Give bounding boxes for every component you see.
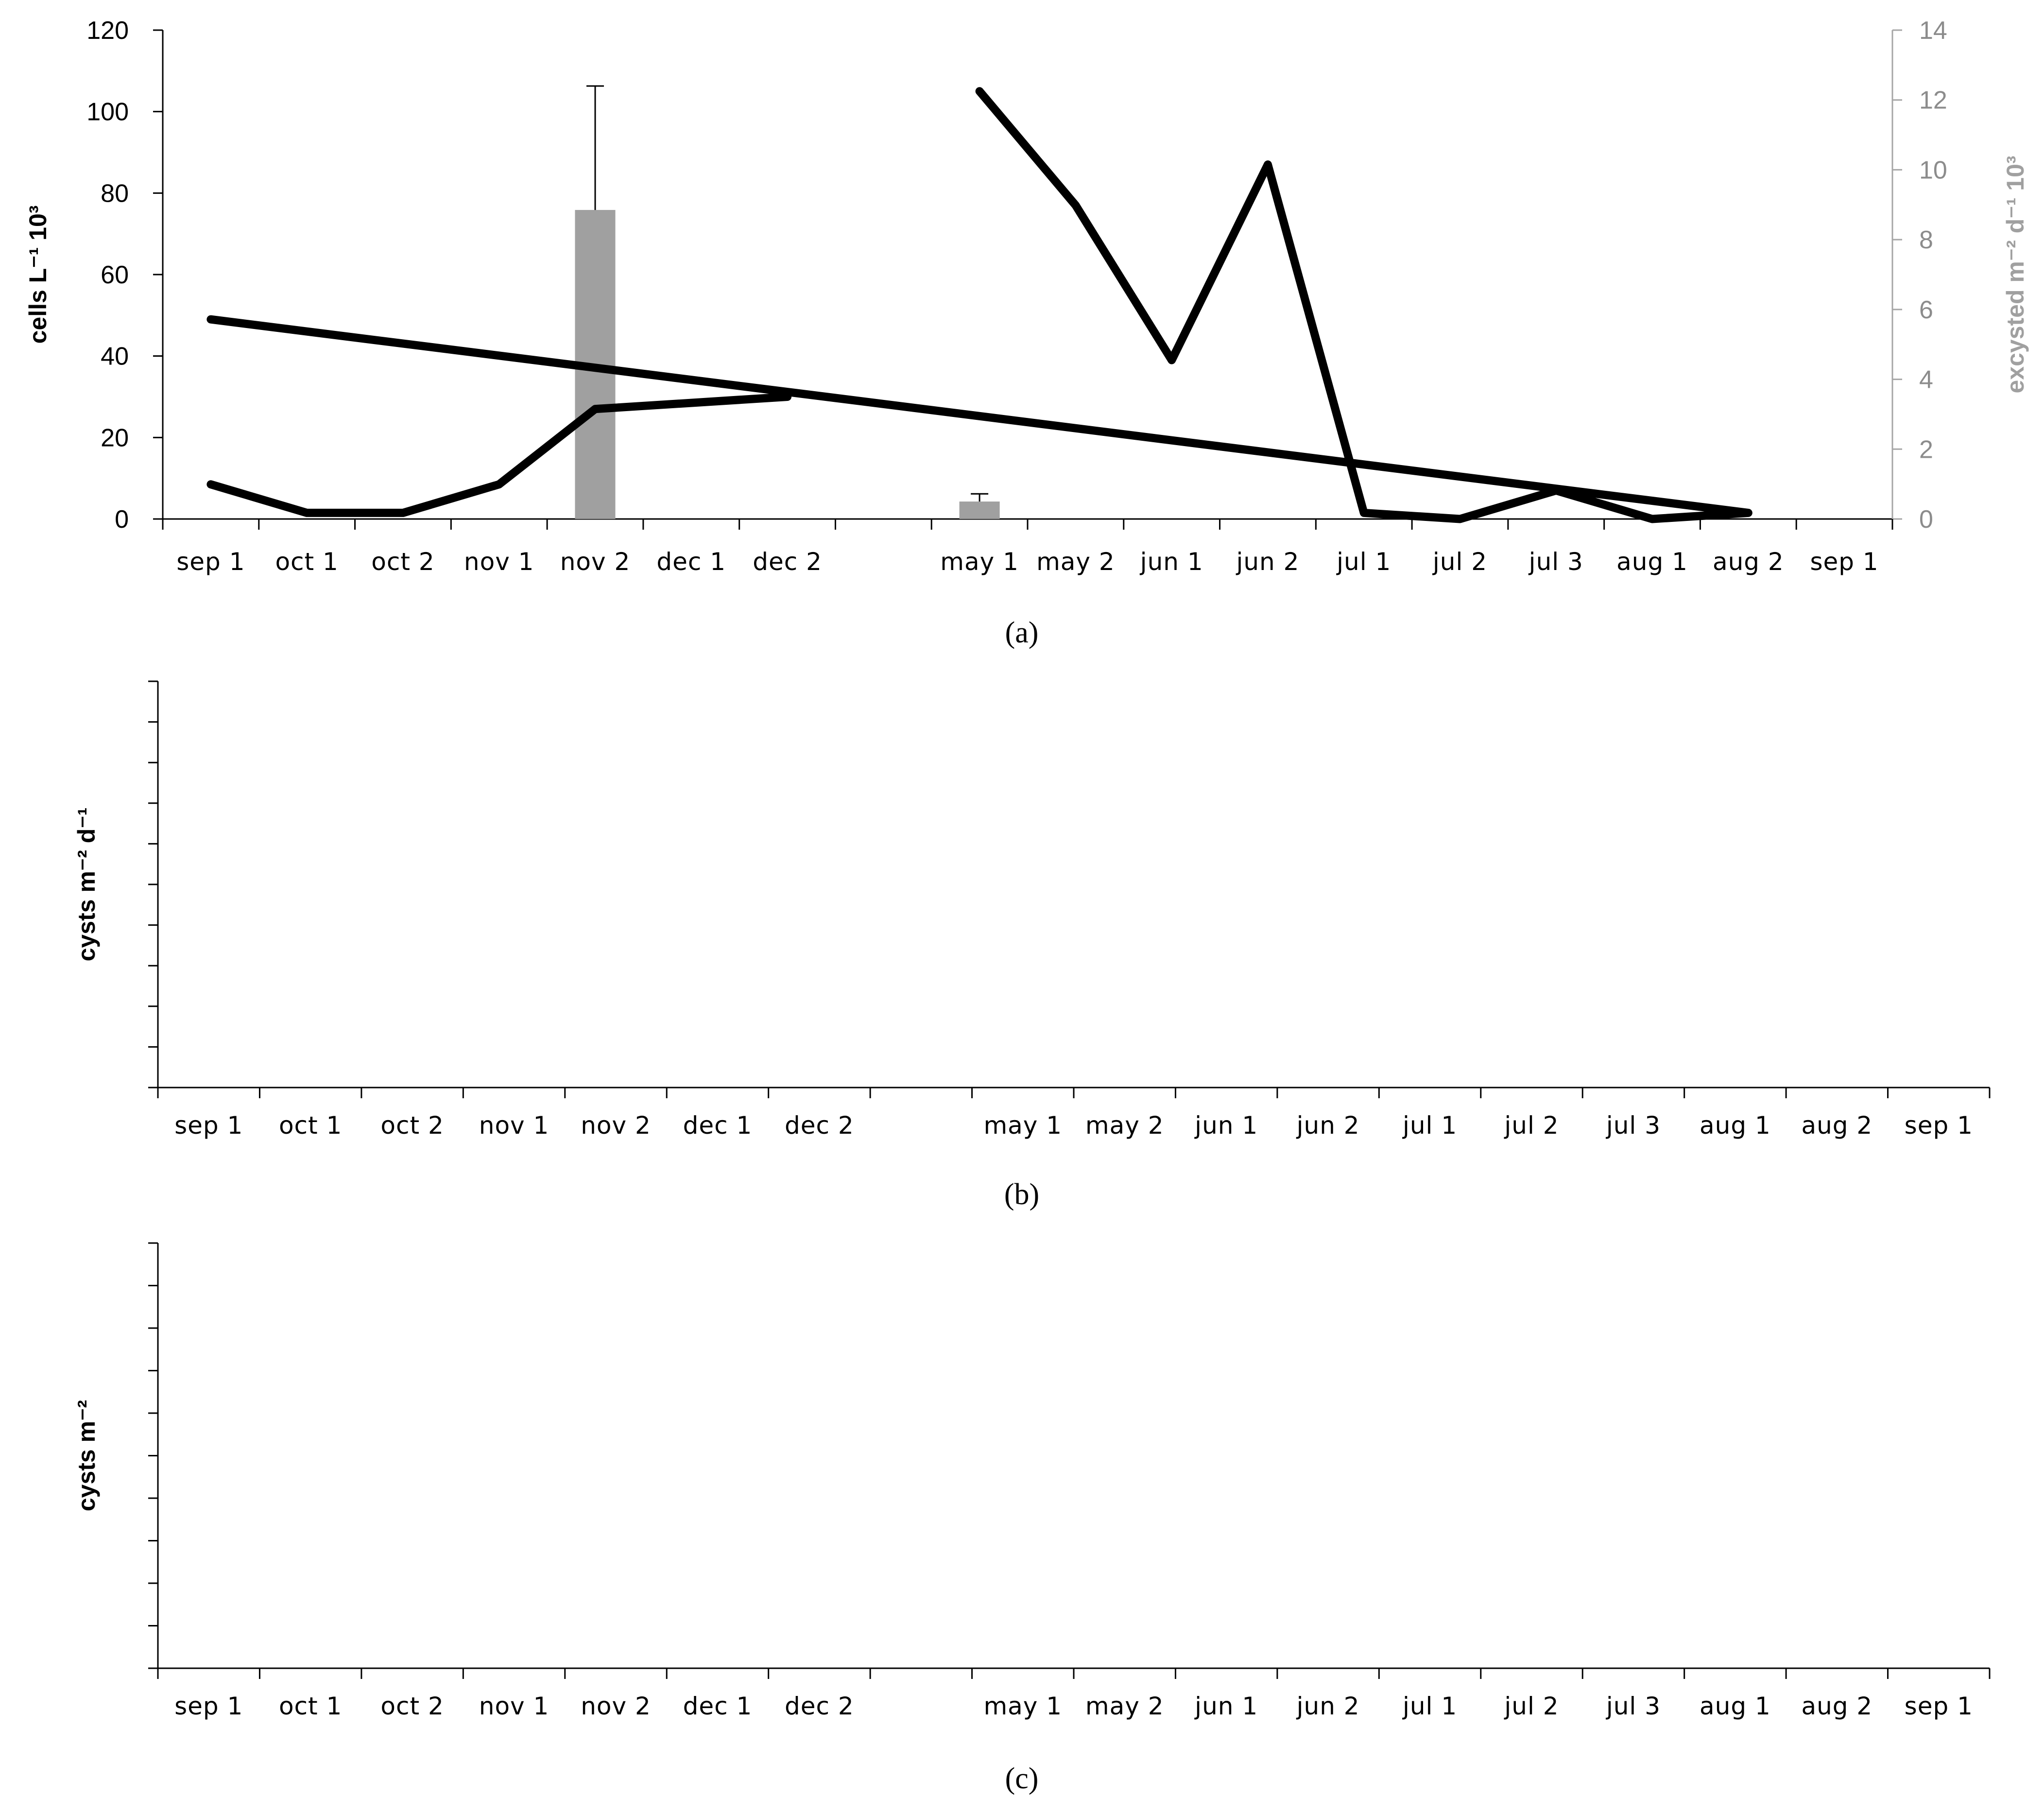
y-tick-label-left: 40 bbox=[101, 343, 129, 371]
x-tick-label-jul-1: jul 1 bbox=[1336, 548, 1391, 576]
y-tick-label-right: 14 bbox=[1919, 17, 1947, 45]
y-tick-label-right: 6 bbox=[1919, 296, 1933, 324]
x-tick-label-nov-2: nov 2 bbox=[581, 1692, 651, 1720]
x-tick-label-jul-3: jul 3 bbox=[1606, 1111, 1661, 1140]
x-tick-label-jul-2: jul 2 bbox=[1504, 1692, 1559, 1720]
x-tick-label-jun-2: jun 2 bbox=[1296, 1692, 1360, 1720]
x-tick-label-aug-2: aug 2 bbox=[1713, 548, 1784, 576]
y-tick-label-left: 20 bbox=[101, 424, 129, 452]
y-tick-label-left: 100 bbox=[86, 98, 129, 126]
y-tick-label-left: 0 bbox=[115, 505, 129, 534]
panel-c: sep 1 oct 1 oct 2 nov 1 nov 2 dec 1 dec 2 may 1… bbox=[73, 1242, 1991, 1795]
x-tick-label-jul-2: jul 2 bbox=[1504, 1111, 1559, 1140]
x-tick-label-sep-1: sep 1 bbox=[1810, 548, 1878, 576]
x-tick-label-sep-1: sep 1 bbox=[1905, 1692, 1973, 1720]
x-tick-label-dec-2: dec 2 bbox=[785, 1692, 854, 1720]
x-tick-label-jul-3: jul 3 bbox=[1606, 1692, 1661, 1720]
x-tick-label-may-1: may 1 bbox=[940, 548, 1019, 576]
x-tick-label-jun-2: jun 2 bbox=[1296, 1111, 1360, 1140]
y-tick-label-left: 60 bbox=[101, 261, 129, 289]
x-tick-label-may-2: may 2 bbox=[1085, 1111, 1164, 1140]
y-axis-title: cysts m⁻² bbox=[73, 1400, 100, 1511]
x-tick-label-jun-1: jun 1 bbox=[1140, 548, 1203, 576]
y-tick-label-right: 10 bbox=[1919, 156, 1947, 184]
x-tick-label-nov-1: nov 1 bbox=[479, 1692, 550, 1720]
x-tick-label-jul-1: jul 1 bbox=[1402, 1692, 1457, 1720]
x-tick-label-aug-2: aug 2 bbox=[1801, 1692, 1872, 1720]
x-tick-label-may-1: may 1 bbox=[983, 1692, 1062, 1720]
panel-a: 0 20 40 60 80 100 120 0 2 4 6 8 10 12 14 sep 1 oct 1 oct … bbox=[24, 17, 2029, 649]
x-tick-label-may-1: may 1 bbox=[983, 1111, 1062, 1140]
x-tick-label-oct-2: oct 2 bbox=[371, 548, 434, 576]
x-tick-label-aug-1: aug 1 bbox=[1700, 1111, 1771, 1140]
x-tick-label-aug-2: aug 2 bbox=[1801, 1111, 1872, 1140]
panel-label-b: (b) bbox=[1004, 1178, 1039, 1211]
x-tick-label-nov-1: nov 1 bbox=[464, 548, 534, 576]
y-tick-label-right: 4 bbox=[1919, 366, 1933, 394]
series-line-2 bbox=[206, 87, 1752, 523]
series-line-1 bbox=[206, 393, 792, 517]
y-axis-right-title: excysted m⁻² d⁻¹ 10³ bbox=[2002, 156, 2029, 393]
x-tick-label-oct-1: oct 1 bbox=[279, 1692, 342, 1720]
x-tick-label-oct-2: oct 2 bbox=[380, 1111, 444, 1140]
x-tick-label-aug-1: aug 1 bbox=[1700, 1692, 1771, 1720]
x-tick-label-nov-2: nov 2 bbox=[581, 1111, 651, 1140]
panel-b: sep 1 oct 1 oct 2 nov 1 nov 2 dec 1 dec 2 may 1… bbox=[73, 680, 1991, 1211]
y-tick-label-right: 0 bbox=[1919, 505, 1933, 534]
x-tick-label-may-2: may 2 bbox=[1085, 1692, 1164, 1720]
x-tick-label-nov-1: nov 1 bbox=[479, 1111, 550, 1140]
x-tick-label-jul-3: jul 3 bbox=[1529, 548, 1583, 576]
x-tick-label-dec-1: dec 1 bbox=[656, 548, 726, 576]
x-tick-label-dec-1: dec 1 bbox=[683, 1692, 753, 1720]
y-axis-left-title: cells L⁻¹ 10³ bbox=[24, 206, 52, 344]
y-axis-title: cysts m⁻² d⁻¹ bbox=[73, 808, 100, 962]
y-tick-label-left: 80 bbox=[101, 179, 129, 207]
x-tick-label-oct-2: oct 2 bbox=[380, 1692, 444, 1720]
x-tick-label-jul-1: jul 1 bbox=[1402, 1111, 1457, 1140]
x-tick-label-jun-2: jun 2 bbox=[1236, 548, 1299, 576]
y-tick-label-left: 120 bbox=[86, 17, 129, 45]
x-tick-label-oct-1: oct 1 bbox=[279, 1111, 342, 1140]
x-tick-label-sep-1: sep 1 bbox=[176, 548, 245, 576]
x-tick-label-oct-1: oct 1 bbox=[275, 548, 338, 576]
x-tick-label-sep-1: sep 1 bbox=[1905, 1111, 1973, 1140]
x-tick-label-jul-2: jul 2 bbox=[1432, 548, 1487, 576]
x-tick-label-aug-1: aug 1 bbox=[1616, 548, 1688, 576]
x-tick-label-sep-1: sep 1 bbox=[174, 1692, 243, 1720]
x-tick-label-may-2: may 2 bbox=[1036, 548, 1115, 576]
x-tick-label-sep-1: sep 1 bbox=[174, 1111, 243, 1140]
x-tick-label-dec-1: dec 1 bbox=[683, 1111, 753, 1140]
y-tick-label-right: 8 bbox=[1919, 226, 1933, 254]
y-tick-label-right: 2 bbox=[1919, 435, 1933, 464]
panel-label-c: (c) bbox=[1005, 1762, 1039, 1795]
x-tick-label-nov-2: nov 2 bbox=[560, 548, 631, 576]
x-tick-label-dec-2: dec 2 bbox=[753, 548, 822, 576]
x-tick-label-jun-1: jun 1 bbox=[1194, 1692, 1258, 1720]
y-tick-label-right: 12 bbox=[1919, 86, 1947, 115]
x-tick-label-jun-1: jun 1 bbox=[1194, 1111, 1258, 1140]
bar-may-1 bbox=[959, 501, 1000, 519]
x-tick-label-dec-2: dec 2 bbox=[785, 1111, 854, 1140]
panel-label-a: (a) bbox=[1005, 616, 1039, 649]
